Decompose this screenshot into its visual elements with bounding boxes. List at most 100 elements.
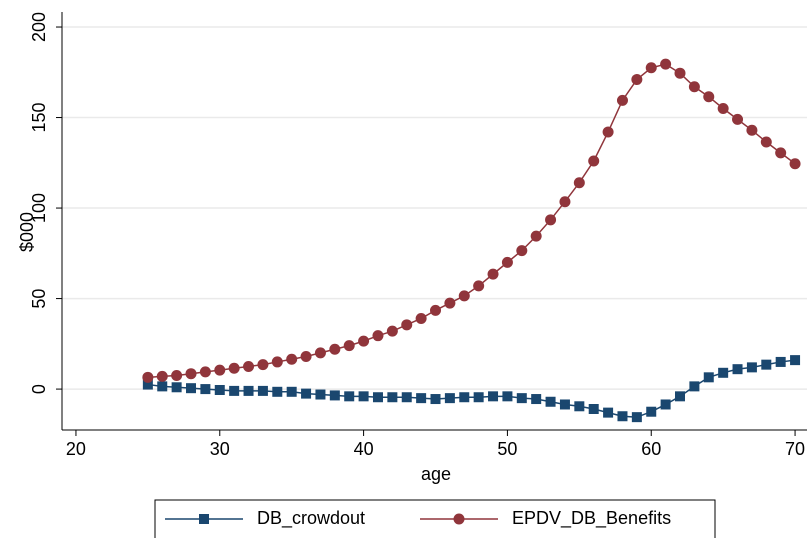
marker [574,401,585,412]
marker [444,393,455,404]
marker [516,245,528,257]
marker [459,392,470,403]
marker [531,394,542,405]
marker [703,372,714,383]
marker [488,391,499,402]
x-tick-label: 30 [210,439,230,459]
legend-marker [199,514,209,524]
marker [689,381,700,392]
marker [401,319,413,331]
marker [171,370,183,382]
marker [401,392,412,403]
y-tick-label: 150 [29,103,49,133]
marker [243,360,255,372]
marker [746,124,758,136]
marker [329,390,340,401]
marker [458,290,470,302]
x-tick-label: 60 [641,439,661,459]
marker [185,368,197,380]
marker [214,364,226,376]
marker [243,385,254,396]
marker [200,384,211,395]
marker [775,356,786,367]
marker [775,147,787,159]
legend-label: EPDV_DB_Benefits [512,508,671,529]
marker [214,384,225,395]
marker [358,391,369,402]
marker [674,67,686,79]
marker [286,353,298,365]
marker [602,126,614,138]
marker [660,399,671,410]
marker [157,381,168,392]
marker [487,268,499,280]
marker [631,412,642,423]
marker [257,385,268,396]
marker [229,385,240,396]
marker [790,355,801,366]
marker [631,74,643,86]
x-tick-label: 70 [785,439,805,459]
marker [386,325,398,337]
marker [430,394,441,405]
marker [545,214,557,226]
marker [746,362,757,373]
marker [588,404,599,415]
marker [344,391,355,402]
marker [315,389,326,400]
marker [199,366,211,378]
marker [573,177,585,189]
marker [372,392,383,403]
y-tick-label: 0 [29,384,49,394]
marker [789,158,801,170]
marker [257,359,269,371]
marker [329,343,341,355]
series-line [147,63,796,379]
marker [675,391,686,402]
marker [545,396,556,407]
x-tick-label: 50 [497,439,517,459]
marker [718,367,729,378]
y-tick-label: 50 [29,289,49,309]
y-tick-label: 200 [29,12,49,42]
marker [156,370,168,382]
marker [646,406,657,417]
marker [645,62,657,74]
marker [588,155,600,167]
marker [502,391,513,402]
marker [272,386,283,397]
marker [761,359,772,370]
marker [387,392,398,403]
marker [559,196,571,208]
x-tick-label: 40 [354,439,374,459]
marker [760,136,772,148]
marker [286,386,297,397]
marker [732,113,744,125]
marker [703,91,715,103]
marker [430,304,442,316]
marker [314,347,326,359]
marker [617,411,628,422]
marker [301,388,312,399]
marker [530,230,542,242]
marker [473,392,484,403]
marker [501,256,513,268]
marker [717,102,729,114]
legend-label: DB_crowdout [257,508,365,529]
marker [171,382,182,393]
marker [300,351,312,363]
marker [616,94,628,106]
series-line [147,359,796,418]
y-tick-label: 100 [29,193,49,223]
y-axis-label: $000 [17,212,37,252]
marker [415,312,427,324]
marker [559,399,570,410]
x-tick-label: 20 [66,439,86,459]
marker [688,81,700,93]
marker [732,364,743,375]
x-axis-label: age [421,464,451,484]
marker [660,58,672,70]
marker [416,393,427,404]
marker [271,356,283,368]
